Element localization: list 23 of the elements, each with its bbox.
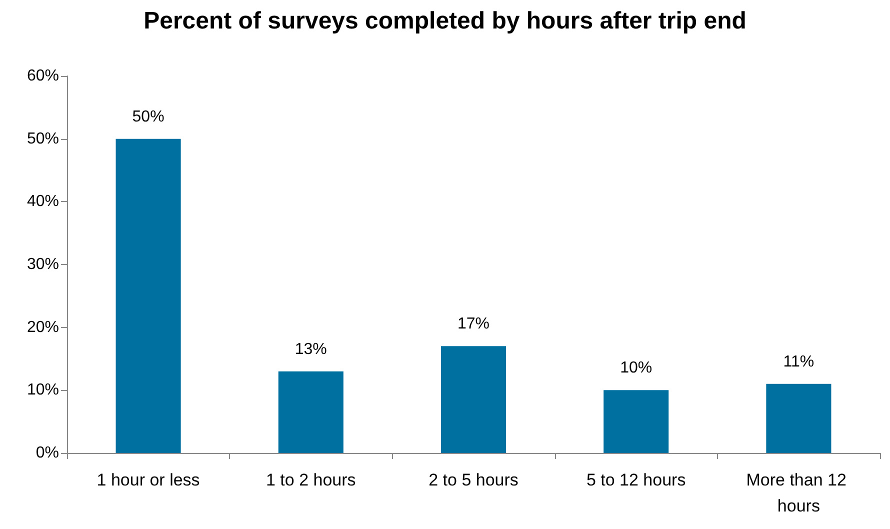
- data-label: 13%: [294, 340, 327, 358]
- data-label: 10%: [620, 360, 652, 377]
- x-tick-label: 1 to 2 hours: [266, 470, 356, 490]
- x-tick-label: 1 hour or less: [96, 470, 200, 490]
- y-tick-label: 60%: [26, 68, 59, 84]
- bar: [116, 138, 181, 453]
- y-tick-label: 0%: [36, 444, 59, 462]
- y-tick-label: 10%: [26, 382, 59, 399]
- data-label: 17%: [457, 316, 490, 333]
- y-tick-label: 40%: [26, 193, 59, 210]
- bar: [604, 390, 669, 453]
- x-tick-label: 2 to 5 hours: [428, 470, 518, 490]
- data-label: 11%: [783, 353, 814, 370]
- x-tick-label: More than 12 hours: [746, 470, 852, 516]
- bar: [766, 384, 832, 453]
- data-label: 50%: [132, 108, 164, 126]
- y-tick-label: 30%: [26, 256, 59, 273]
- chart-title: Percent of surveys completed by hours after trip end: [144, 8, 746, 34]
- y-tick-label: 50%: [26, 130, 59, 148]
- x-tick-label: 5 to 12 hours: [586, 470, 686, 490]
- bar: [278, 371, 344, 453]
- bar: [440, 346, 506, 453]
- y-tick-label: 20%: [26, 318, 59, 336]
